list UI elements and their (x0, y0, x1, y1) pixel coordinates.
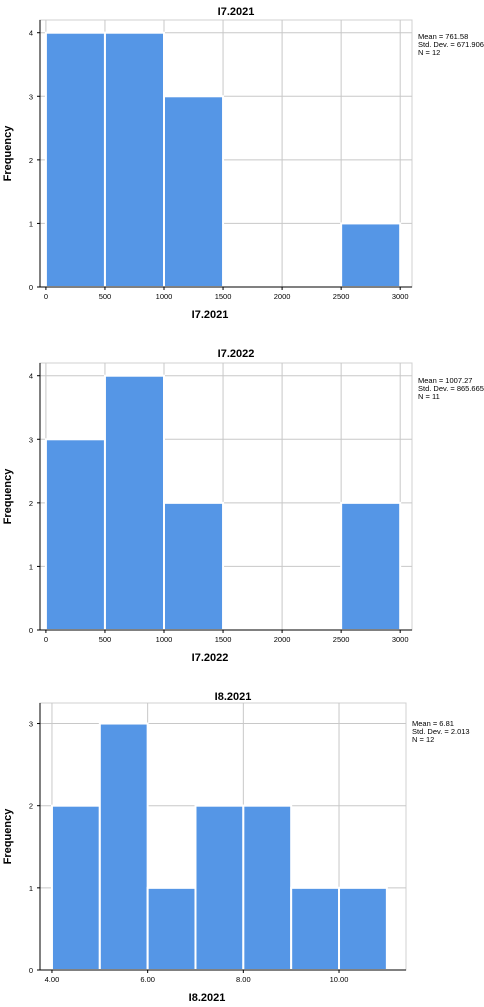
x-tick-label: 500 (99, 635, 112, 644)
x-tick-label: 1500 (215, 292, 232, 301)
x-tick-label: 2500 (333, 635, 350, 644)
histogram-bar (98, 722, 149, 971)
histogram-bar (242, 804, 293, 972)
y-tick-label: 0 (29, 626, 33, 635)
x-tick-label: 10.00 (330, 975, 349, 984)
histogram-bar (44, 438, 106, 631)
stats-line: Std. Dev. = 2.013 (412, 727, 470, 736)
y-tick-label: 4 (29, 29, 33, 38)
x-tick-label: 1000 (156, 292, 173, 301)
histogram-bar (338, 886, 388, 971)
histogram-3: 4.00 6.00 8.00 10.00 0 1 2 3 I8.2021 I8.2021 Frequ… (2, 691, 470, 1004)
y-axis-label: Frequency (2, 808, 14, 865)
stats-line: Mean = 1007.27 (418, 376, 472, 385)
x-tick-label: 2500 (333, 292, 350, 301)
stats-line: N = 11 (418, 392, 440, 401)
y-tick-label: 4 (29, 372, 33, 381)
x-tick-label: 0 (44, 635, 48, 644)
y-tick-label: 0 (29, 283, 33, 292)
x-tick-label: 3000 (392, 635, 409, 644)
histogram-bar (340, 501, 402, 632)
stats-line: N = 12 (418, 48, 440, 57)
histogram-1: 0 500 1000 1500 2000 2500 3000 0 1 2 3 4 I7.2021 I7.2… (2, 6, 484, 321)
histogram-bar (103, 31, 165, 289)
histogram-bar (194, 804, 245, 972)
y-axis-label: Frequency (2, 468, 14, 525)
chart-title: I7.2022 (218, 348, 255, 360)
histogram-bar (163, 95, 225, 288)
histogram-bar (50, 804, 101, 972)
y-tick-label: 3 (29, 435, 33, 444)
y-tick-label: 2 (29, 499, 33, 508)
stats-line: Mean = 761.58 (418, 32, 468, 41)
x-axis-label: I7.2021 (192, 309, 229, 321)
histogram-bar (44, 31, 106, 289)
x-tick-label: 2000 (274, 292, 291, 301)
histogram-bar (103, 374, 165, 632)
x-tick-label: 1500 (215, 635, 232, 644)
x-tick-label: 4.00 (45, 975, 60, 984)
y-tick-label: 3 (29, 92, 33, 101)
stats-line: Std. Dev. = 865.665 (418, 384, 484, 393)
x-tick-label: 6.00 (140, 975, 155, 984)
y-tick-label: 1 (29, 219, 33, 228)
y-tick-label: 3 (29, 720, 33, 729)
histogram-bar (146, 886, 197, 971)
histogram-2: 0 500 1000 1500 2000 2500 3000 0 1 2 3 4 I7.2022 I7.2… (2, 348, 484, 664)
stats-line: Std. Dev. = 671.906 (418, 40, 484, 49)
x-tick-label: 2000 (274, 635, 291, 644)
y-tick-label: 1 (29, 562, 33, 571)
y-tick-label: 2 (29, 156, 33, 165)
histogram-bar (163, 501, 225, 632)
x-tick-label: 3000 (392, 292, 409, 301)
y-axis-label: Frequency (2, 125, 14, 182)
x-tick-label: 0 (44, 292, 48, 301)
chart-title: I7.2021 (218, 6, 255, 18)
x-tick-label: 1000 (156, 635, 173, 644)
histogram-bar (340, 222, 402, 289)
y-tick-label: 0 (29, 966, 33, 975)
x-axis-label: I7.2022 (192, 652, 229, 664)
y-tick-label: 1 (29, 884, 33, 893)
y-tick-label: 2 (29, 802, 33, 811)
chart-title: I8.2021 (215, 691, 252, 703)
x-axis-label: I8.2021 (189, 992, 226, 1004)
stats-line: N = 12 (412, 735, 434, 744)
x-tick-label: 8.00 (236, 975, 251, 984)
stats-line: Mean = 6.81 (412, 719, 454, 728)
x-tick-label: 500 (99, 292, 112, 301)
histogram-bar (290, 886, 341, 971)
